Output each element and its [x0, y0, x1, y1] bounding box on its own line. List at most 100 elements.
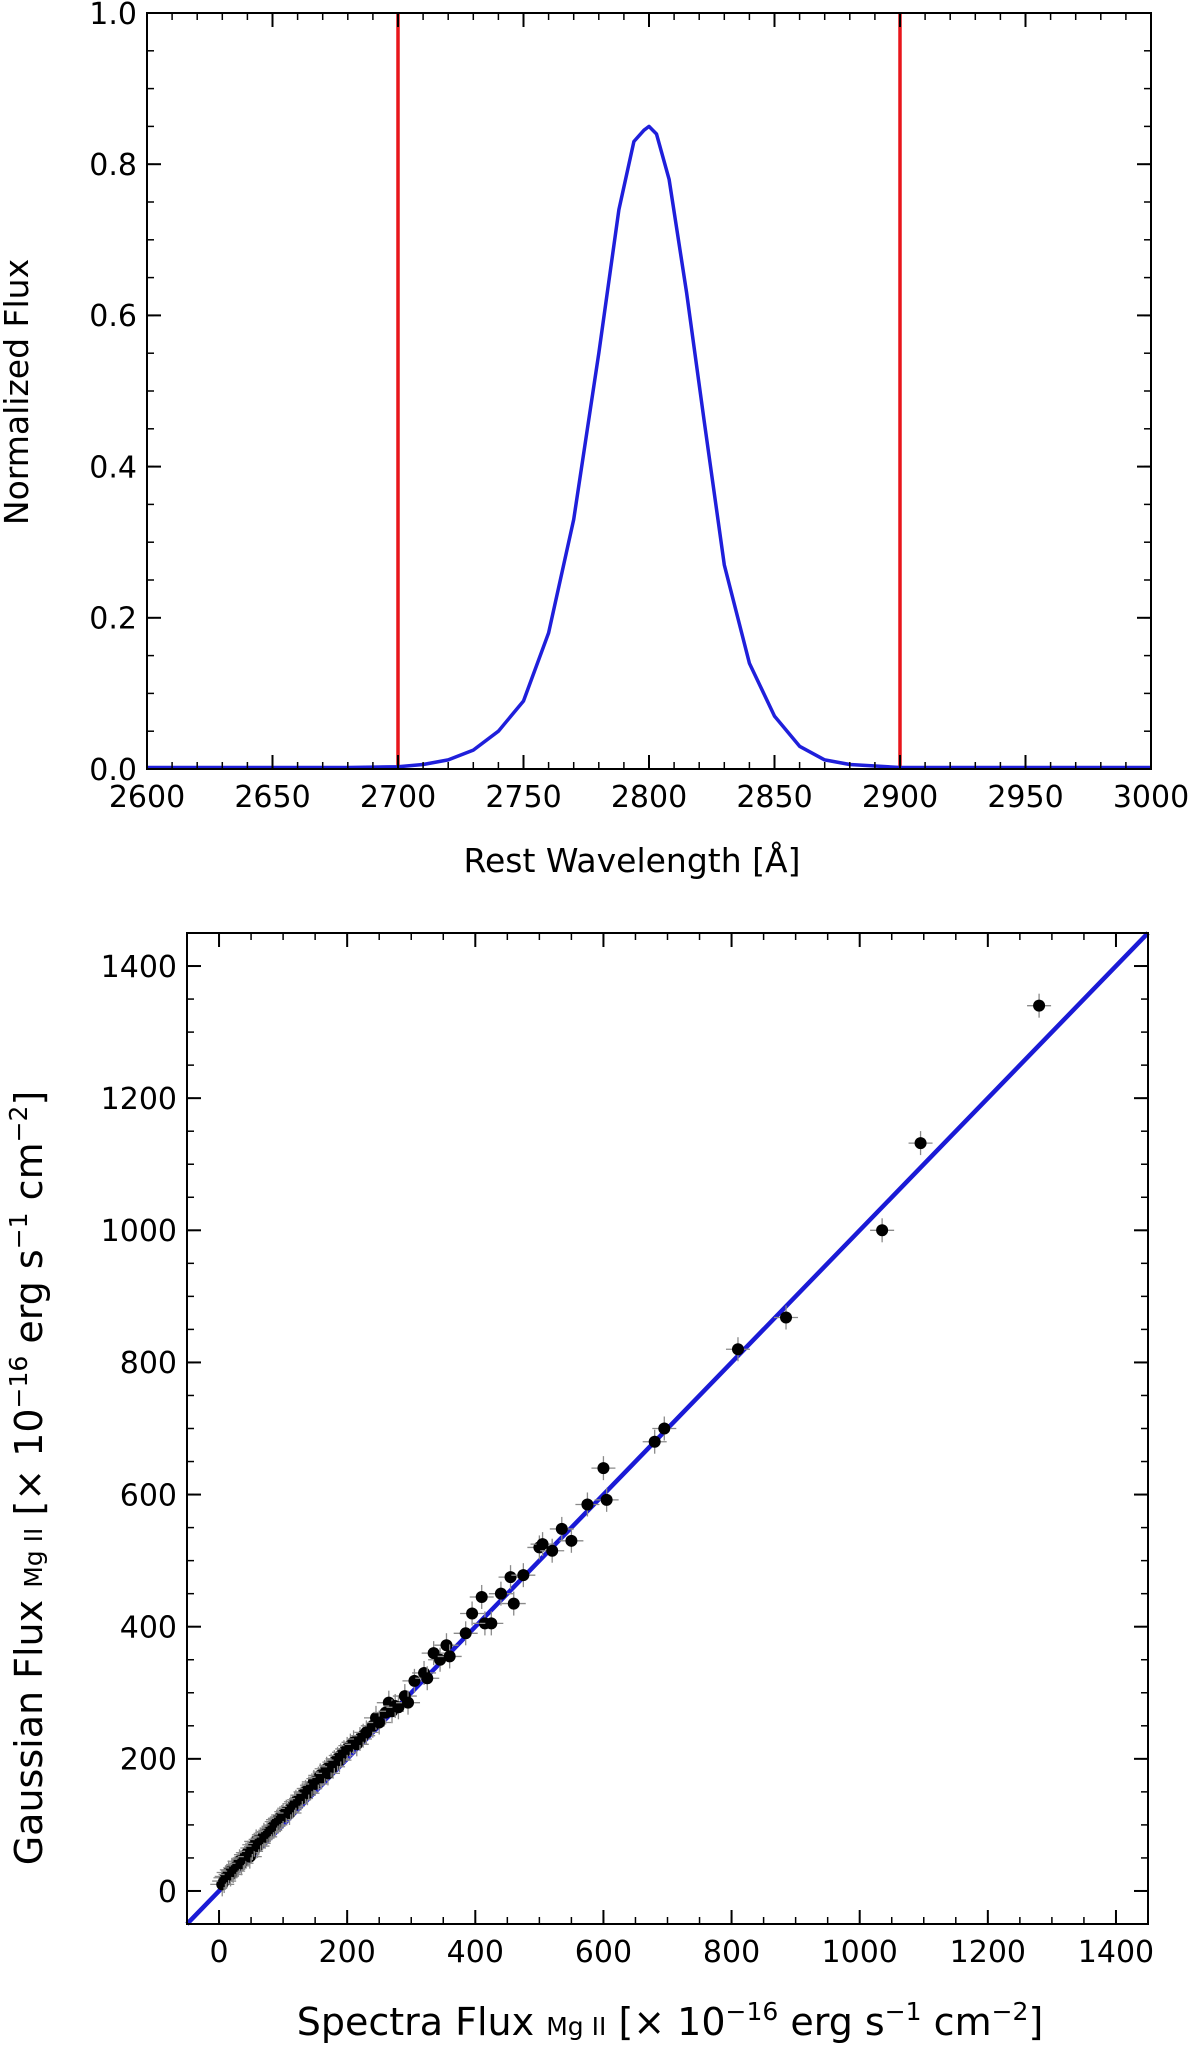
spectrum-x-tick-label: 2900 — [862, 780, 938, 815]
point-marker — [408, 1674, 421, 1687]
flux-x-tick-label: 400 — [447, 1935, 504, 1970]
spectrum-x-tick-label: 2600 — [109, 780, 185, 815]
data-point — [575, 1492, 600, 1517]
point-marker — [440, 1639, 453, 1652]
flux-y-tick-label: 1000 — [101, 1214, 177, 1249]
point-marker — [648, 1435, 661, 1448]
point-marker — [597, 1462, 610, 1475]
flux-axis-ticks: 0 200 400 600 800 1000 1200 1400 0 200 400 600 800 10… — [101, 932, 1154, 1970]
point-marker — [485, 1617, 498, 1630]
data-point — [396, 1690, 421, 1715]
point-marker — [565, 1534, 578, 1547]
point-marker — [373, 1716, 386, 1729]
data-point — [501, 1591, 526, 1616]
data-point — [559, 1528, 584, 1553]
data-point — [1027, 993, 1052, 1018]
data-point — [774, 1305, 799, 1330]
point-marker — [1033, 999, 1046, 1012]
data-point — [453, 1621, 478, 1646]
data-point — [870, 1218, 895, 1243]
data-point — [642, 1429, 667, 1454]
flux-x-axis-label: Spectra Flux Mg II [× 10−16 erg s−1 cm−2… — [297, 1997, 1044, 2044]
point-marker — [494, 1587, 507, 1600]
data-point — [594, 1487, 619, 1512]
flux-y-tick-label: 800 — [120, 1346, 177, 1381]
spectrum-y-tick-label: 0.4 — [89, 450, 137, 485]
point-marker — [536, 1538, 549, 1551]
point-marker — [466, 1607, 479, 1620]
spectrum-y-tick-label: 1.0 — [89, 0, 137, 32]
point-marker — [392, 1701, 405, 1714]
data-point — [469, 1584, 494, 1609]
point-marker — [443, 1650, 456, 1663]
flux-x-tick-label: 1400 — [1078, 1935, 1154, 1970]
data-point — [415, 1666, 440, 1691]
data-point — [591, 1456, 616, 1481]
spectrum-y-tick-label: 0.6 — [89, 299, 137, 334]
point-marker — [402, 1696, 415, 1709]
spectrum-x-tick-label: 2650 — [234, 780, 310, 815]
point-marker — [555, 1522, 568, 1535]
point-marker — [459, 1627, 472, 1640]
spectrum-x-tick-label: 2850 — [736, 780, 812, 815]
flux-x-tick-label: 0 — [209, 1935, 228, 1970]
spectrum-line — [147, 124, 1151, 770]
spectrum-x-tick-label: 2750 — [485, 780, 561, 815]
point-marker — [600, 1493, 613, 1506]
data-point — [725, 1337, 750, 1362]
data-point — [652, 1416, 677, 1441]
data-point — [479, 1611, 504, 1636]
point-marker — [475, 1590, 488, 1603]
flux-y-tick-label: 400 — [120, 1611, 177, 1646]
data-point — [908, 1131, 933, 1156]
spectrum-y-tick-label: 0.0 — [89, 753, 137, 788]
spectrum-y-tick-label: 0.2 — [89, 602, 137, 637]
data-point — [437, 1644, 462, 1669]
data-point — [367, 1710, 392, 1735]
point-marker — [914, 1137, 927, 1150]
point-marker — [780, 1311, 793, 1324]
spectrum-y-axis-label: Normalized Flux — [0, 259, 36, 525]
flux-plot-frame — [186, 932, 1149, 1925]
point-marker — [876, 1224, 889, 1237]
flux-x-tick-label: 200 — [319, 1935, 376, 1970]
spectrum-plot-frame — [146, 12, 1152, 770]
flux-y-axis-label: Gaussian Flux Mg II [× 10−16 erg s−1 cm−… — [4, 1091, 51, 1866]
data-point — [549, 1516, 574, 1541]
flux-y-tick-label: 200 — [120, 1743, 177, 1778]
point-marker — [658, 1422, 671, 1435]
point-marker — [517, 1569, 530, 1582]
scatter-points — [210, 993, 1052, 1897]
point-marker — [581, 1498, 594, 1511]
spectrum-x-tick-label: 2700 — [360, 780, 436, 815]
point-marker — [421, 1672, 434, 1685]
flux-y-tick-label: 0 — [158, 1875, 177, 1910]
flux-x-tick-label: 1000 — [822, 1935, 898, 1970]
flux-x-tick-label: 600 — [575, 1935, 632, 1970]
spectrum-chart: 2600 2650 2700 2750 2800 2850 2900 2950 3000 0.0 0… — [0, 0, 1189, 880]
spectrum-y-tick-label: 0.8 — [89, 148, 137, 183]
spectrum-x-tick-label: 2800 — [611, 780, 687, 815]
point-marker — [504, 1571, 517, 1584]
flux-x-tick-label: 800 — [703, 1935, 760, 1970]
spectrum-axis-ticks: 2600 2650 2700 2750 2800 2850 2900 2950 3000 0.0 0… — [89, 0, 1189, 815]
data-point — [460, 1601, 485, 1626]
point-marker — [507, 1597, 520, 1610]
point-marker — [731, 1343, 744, 1356]
data-point — [511, 1563, 536, 1588]
window-lines — [396, 13, 902, 769]
data-point — [488, 1581, 513, 1606]
spectrum-x-tick-label: 2950 — [987, 780, 1063, 815]
point-marker — [546, 1544, 559, 1557]
spectrum-series — [147, 124, 1151, 770]
flux-comparison-chart: 0 200 400 600 800 1000 1200 1400 0 200 400 600 800 10… — [4, 931, 1154, 2044]
spectrum-x-axis-label: Rest Wavelength [Å] — [464, 840, 801, 880]
data-point — [540, 1538, 565, 1563]
flux-y-tick-label: 1200 — [101, 1082, 177, 1117]
spectrum-x-tick-label: 3000 — [1113, 780, 1189, 815]
flux-y-tick-label: 600 — [120, 1478, 177, 1513]
flux-y-tick-label: 1400 — [101, 950, 177, 985]
flux-x-tick-label: 1200 — [950, 1935, 1026, 1970]
data-point — [530, 1532, 555, 1557]
